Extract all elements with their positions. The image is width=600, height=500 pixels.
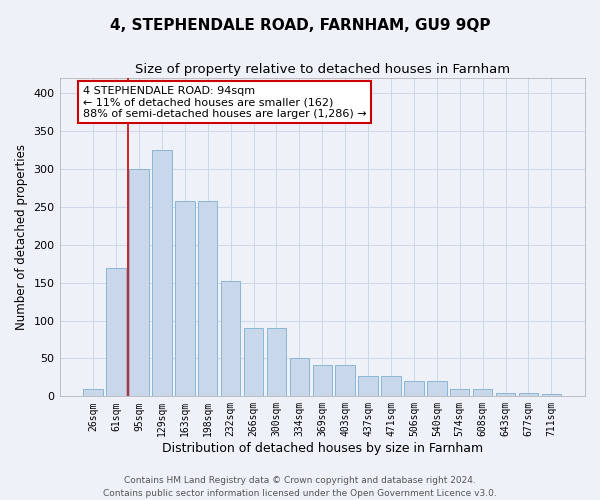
Title: Size of property relative to detached houses in Farnham: Size of property relative to detached ho… <box>135 62 510 76</box>
Bar <box>450 389 469 396</box>
Bar <box>381 376 401 396</box>
Text: Contains HM Land Registry data © Crown copyright and database right 2024.
Contai: Contains HM Land Registry data © Crown c… <box>103 476 497 498</box>
Bar <box>427 381 446 396</box>
Bar <box>496 392 515 396</box>
Bar <box>221 281 241 396</box>
Bar <box>175 201 194 396</box>
Text: 4 STEPHENDALE ROAD: 94sqm
← 11% of detached houses are smaller (162)
88% of semi: 4 STEPHENDALE ROAD: 94sqm ← 11% of detac… <box>83 86 367 119</box>
Bar <box>106 268 126 396</box>
Bar <box>335 364 355 396</box>
Bar <box>198 201 217 396</box>
Bar <box>267 328 286 396</box>
Bar <box>152 150 172 396</box>
Y-axis label: Number of detached properties: Number of detached properties <box>15 144 28 330</box>
X-axis label: Distribution of detached houses by size in Farnham: Distribution of detached houses by size … <box>162 442 483 455</box>
Bar <box>519 394 538 396</box>
Bar <box>313 364 332 396</box>
Bar <box>83 389 103 396</box>
Bar <box>358 376 378 396</box>
Bar <box>542 394 561 396</box>
Bar <box>404 381 424 396</box>
Bar <box>129 169 149 396</box>
Bar <box>244 328 263 396</box>
Bar <box>290 358 309 397</box>
Bar <box>473 389 493 396</box>
Text: 4, STEPHENDALE ROAD, FARNHAM, GU9 9QP: 4, STEPHENDALE ROAD, FARNHAM, GU9 9QP <box>110 18 490 32</box>
